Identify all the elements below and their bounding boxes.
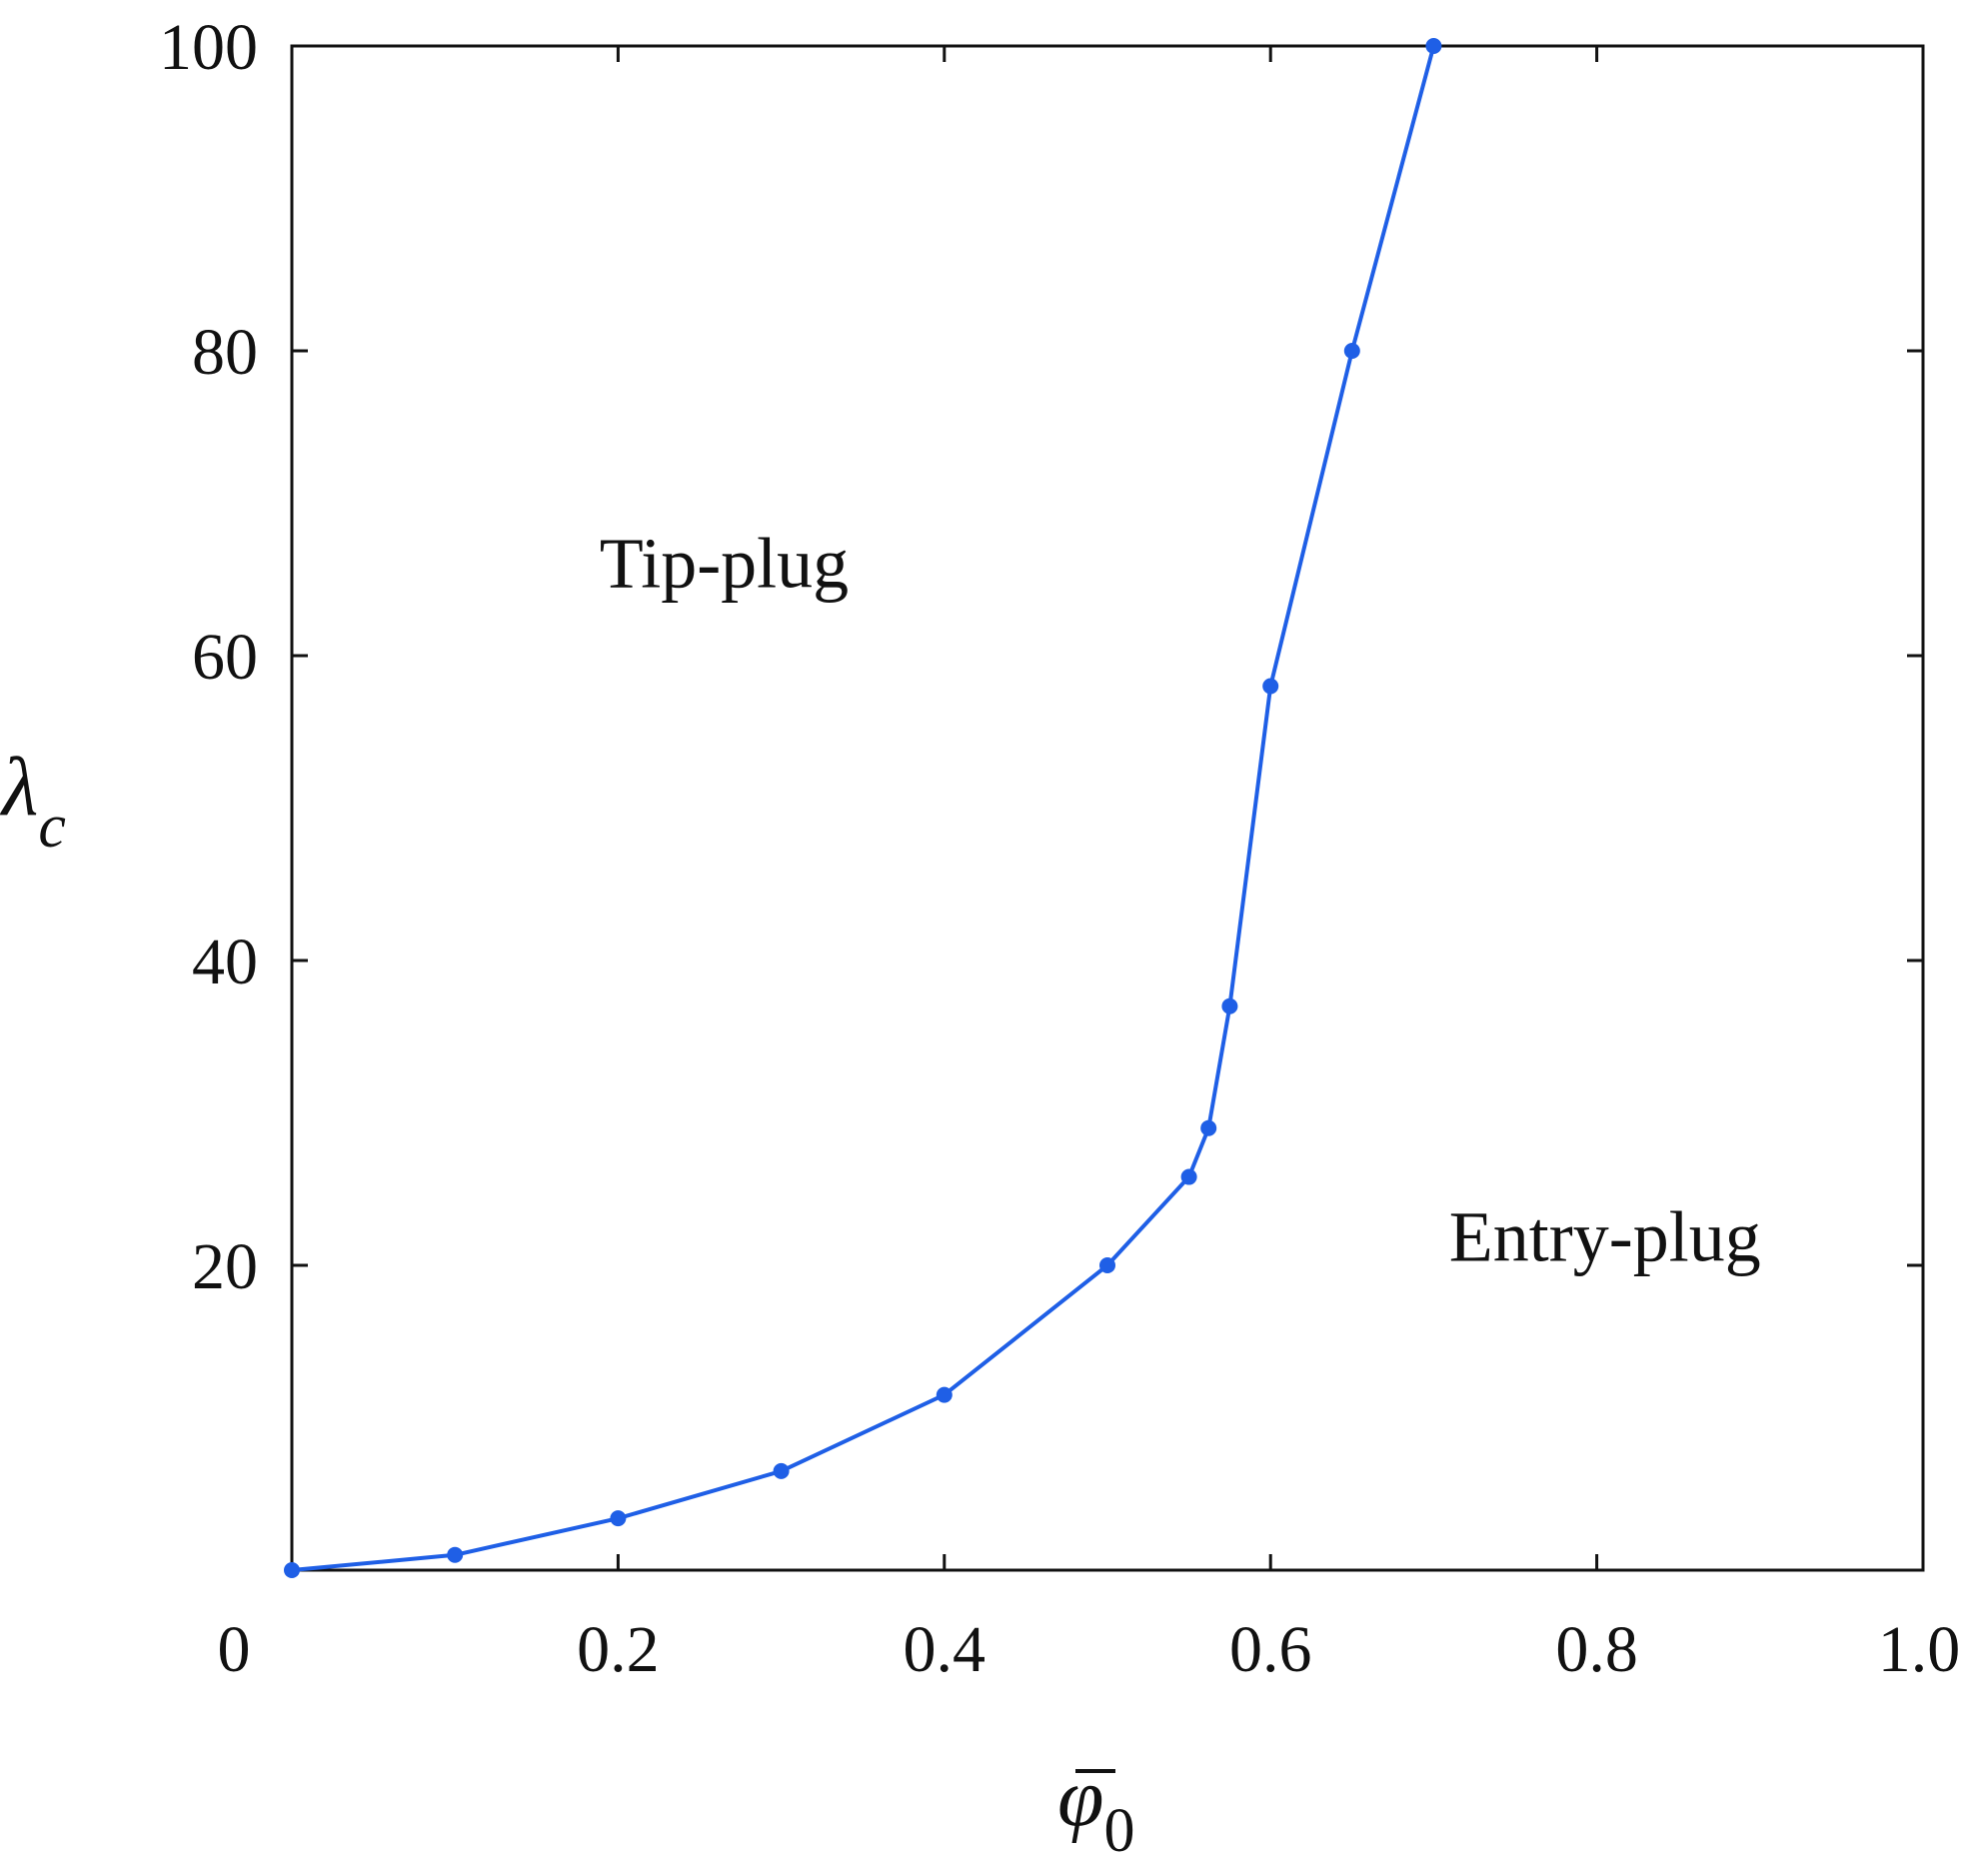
plot-frame bbox=[290, 44, 1925, 1572]
y-tick-label-1: 40 bbox=[192, 926, 258, 998]
y-axis-label: λc bbox=[0, 741, 66, 861]
axis-ticks bbox=[292, 46, 1923, 1570]
series-layer bbox=[284, 38, 1442, 1578]
annotation-layer: Tip-plug Entry-plug bbox=[600, 523, 1761, 1276]
data-point-0-10 bbox=[1343, 343, 1360, 359]
region-label-0: Tip-plug bbox=[600, 523, 849, 603]
x-tick-label-1: 0.2 bbox=[577, 1613, 660, 1686]
x-tick-label-2: 0.4 bbox=[904, 1613, 986, 1686]
data-point-0-8 bbox=[1221, 997, 1238, 1014]
y-tick-label-2: 60 bbox=[192, 621, 258, 694]
x-axis-label: φ0 bbox=[1057, 1751, 1134, 1865]
data-point-0-5 bbox=[1099, 1257, 1115, 1273]
data-point-0-4 bbox=[936, 1386, 953, 1403]
data-point-0-3 bbox=[773, 1462, 790, 1479]
y-tick-label-0: 20 bbox=[192, 1230, 258, 1303]
data-point-0-0 bbox=[284, 1562, 300, 1578]
data-point-0-1 bbox=[447, 1546, 464, 1563]
data-point-0-2 bbox=[610, 1510, 627, 1527]
x-tick-label-3: 0.6 bbox=[1229, 1613, 1312, 1686]
x-tick-label-0: 0 bbox=[218, 1613, 251, 1686]
x-tick-label-4: 0.8 bbox=[1555, 1613, 1638, 1686]
y-tick-label-4: 100 bbox=[159, 11, 258, 84]
tick-labels: 0 0.2 0.4 0.6 0.8 1.0 20 40 60 80 100 bbox=[159, 11, 1960, 1686]
svg-text:φ0: φ0 bbox=[1057, 1751, 1134, 1865]
data-point-0-6 bbox=[1180, 1168, 1197, 1185]
series-line-0 bbox=[291, 45, 1436, 1572]
data-point-0-11 bbox=[1425, 38, 1442, 54]
x-tick-label-5: 1.0 bbox=[1878, 1613, 1961, 1686]
y-tick-label-3: 80 bbox=[192, 316, 258, 389]
data-point-0-7 bbox=[1200, 1119, 1217, 1136]
data-point-0-9 bbox=[1262, 678, 1279, 695]
region-label-1: Entry-plug bbox=[1449, 1196, 1761, 1276]
